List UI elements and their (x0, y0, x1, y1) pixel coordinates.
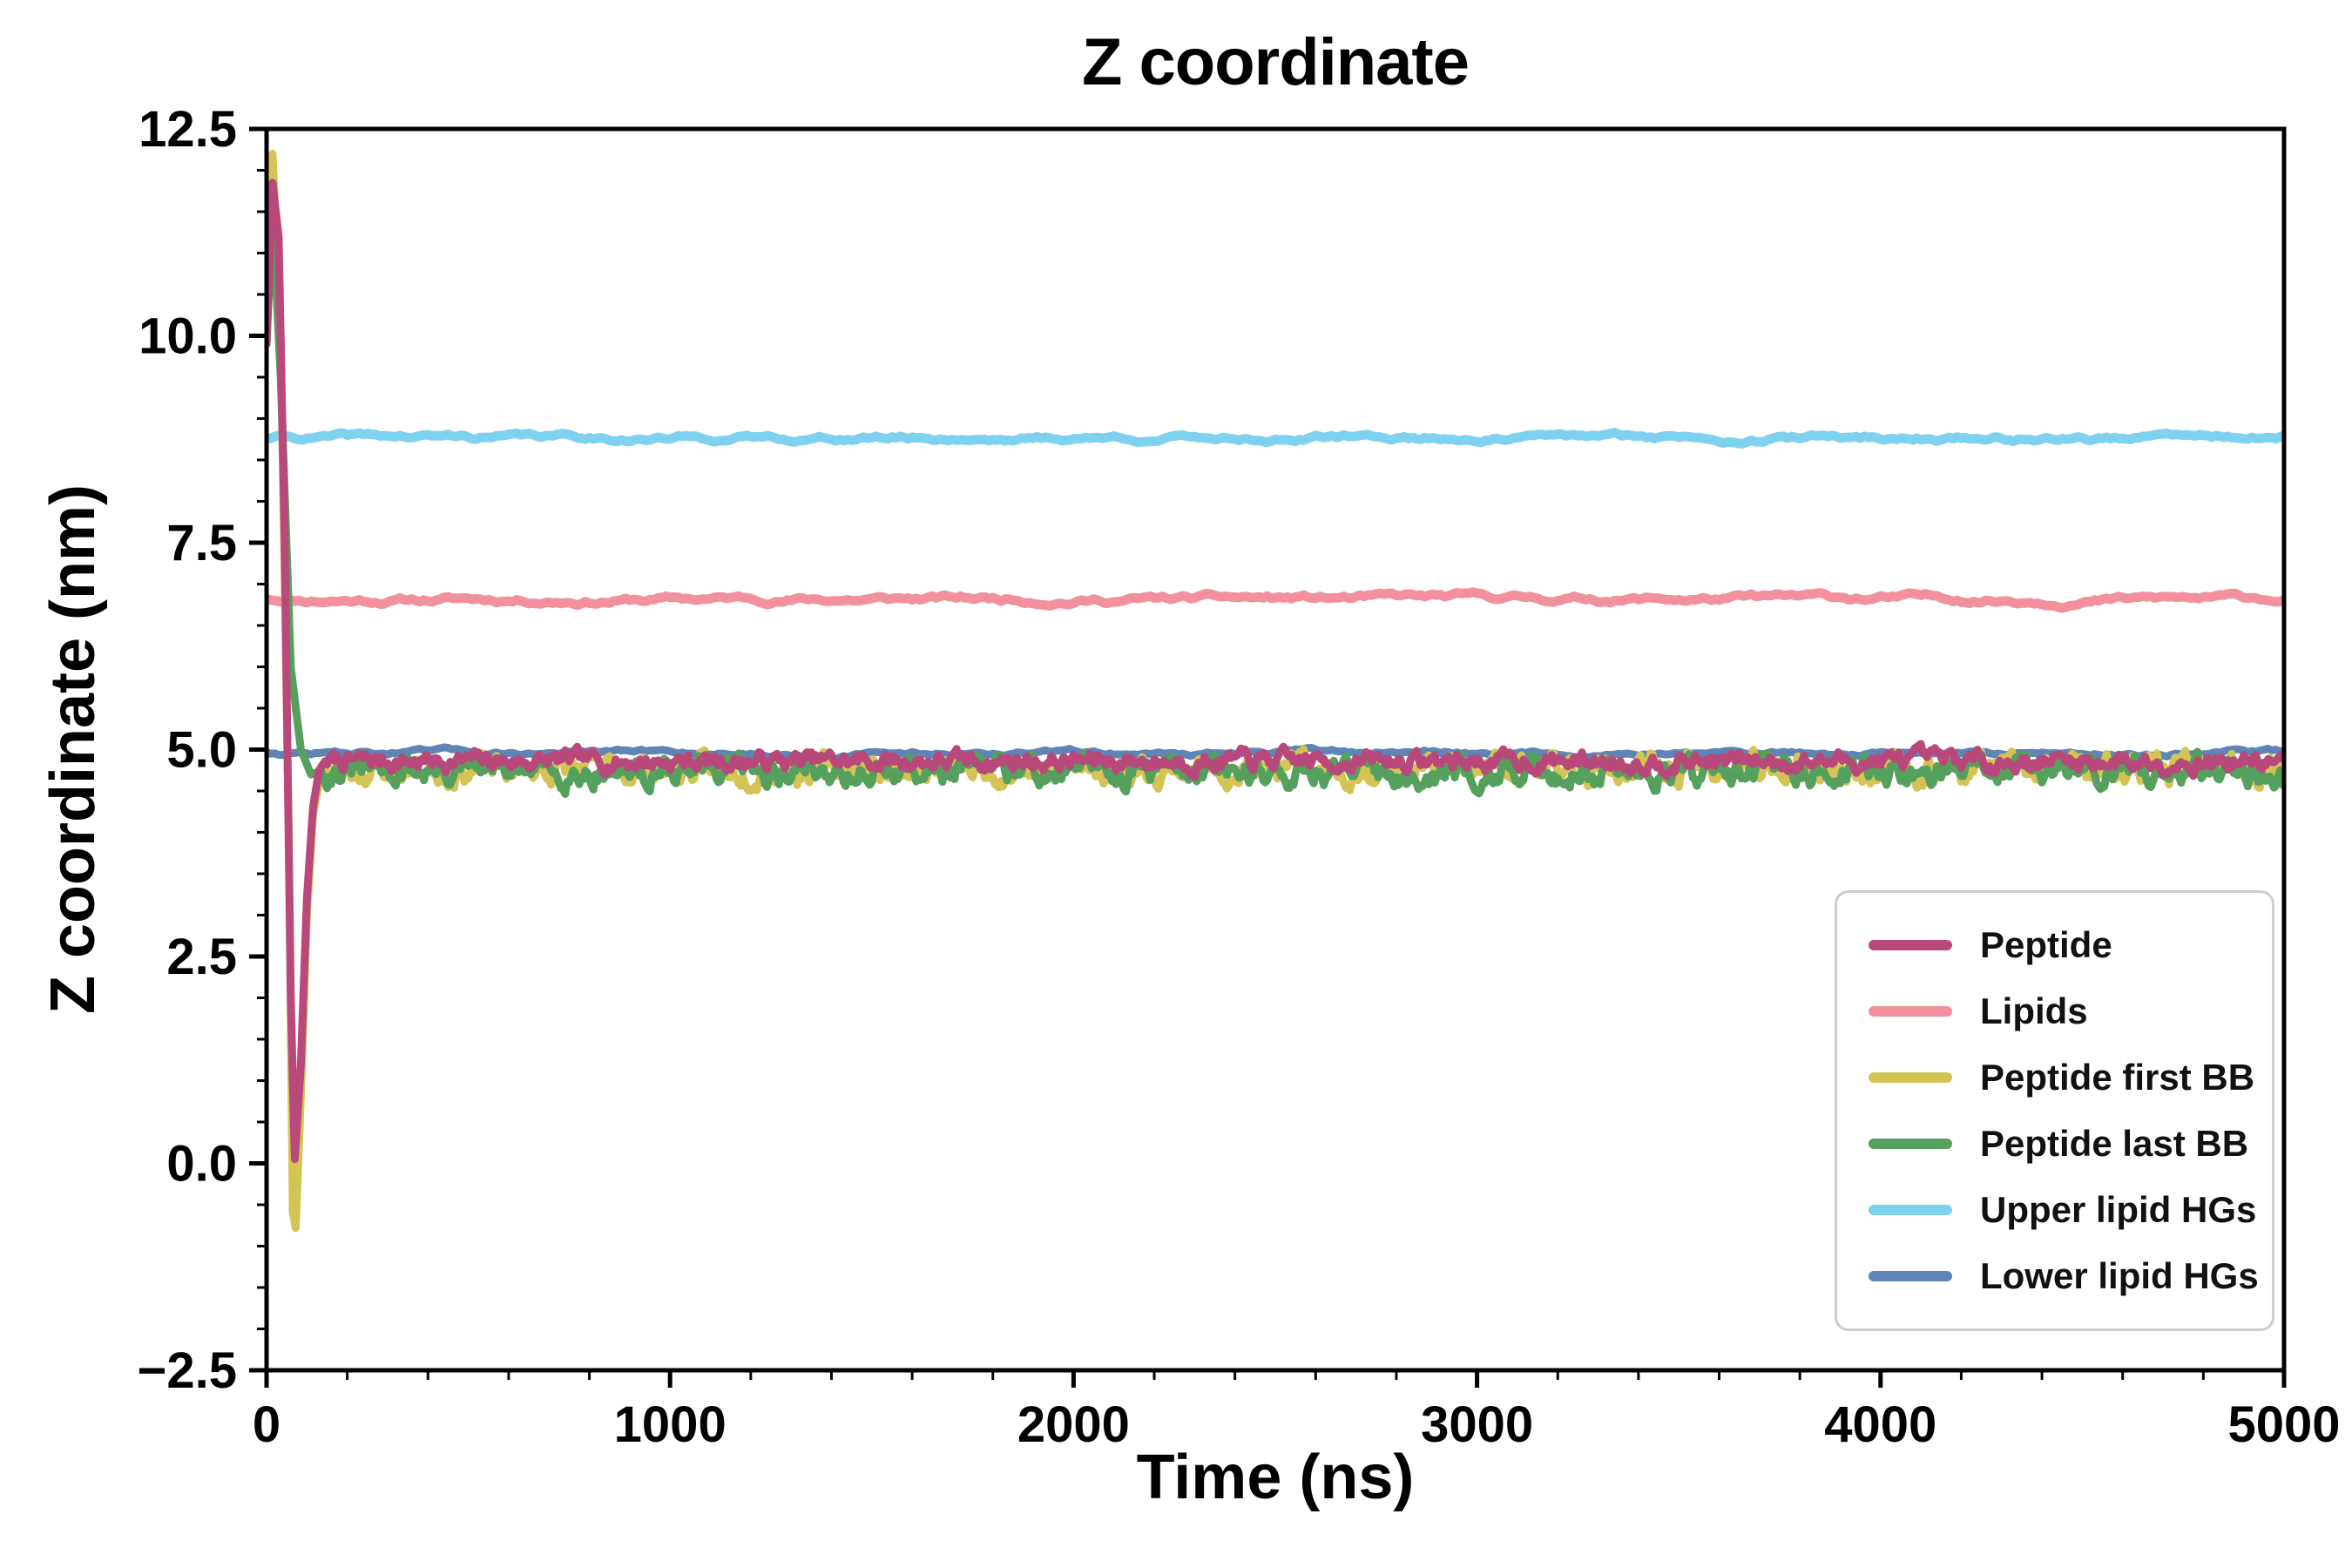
x-ticks: 0 1000 2000 3000 4000 5000 (253, 1370, 2341, 1453)
legend-item: Upper lipid HGs (1869, 1177, 2256, 1243)
x-tick-label: 5000 (2227, 1396, 2340, 1453)
axes-frame (264, 126, 2287, 1373)
series-line-peptide (267, 179, 2284, 1164)
y-axis-label: Z coordinate (nm) (38, 484, 108, 1014)
legend-item: Peptide last BB (1869, 1111, 2248, 1177)
legend-swatch (1869, 1271, 1952, 1281)
x-tick-label: 4000 (1824, 1396, 1936, 1453)
y-tick-label: 2.5 (166, 929, 237, 985)
legend-swatch (1869, 1205, 1952, 1215)
series-line-lipids (267, 587, 2284, 613)
legend-label: Peptide last BB (1980, 1123, 2249, 1164)
x-tick-label: 0 (253, 1396, 280, 1453)
x-tick-label: 1000 (614, 1396, 727, 1453)
legend-label: Upper lipid HGs (1980, 1189, 2257, 1230)
legend-swatch (1869, 1006, 1952, 1017)
series-line-peptide-last-bb (267, 207, 2284, 798)
legend-label: Lipids (1980, 990, 2088, 1031)
legend-label: Lower lipid HGs (1980, 1255, 2259, 1296)
legend-item: Peptide (1869, 912, 2240, 978)
y-tick-label: 10.0 (139, 308, 237, 365)
y-tick-label: −2.5 (138, 1342, 238, 1399)
legend-item: Peptide first BB (1869, 1044, 2254, 1111)
legend-label: Peptide (1980, 924, 2112, 965)
legend-swatch (1869, 1139, 1952, 1149)
x-tick-label: 3000 (1421, 1396, 1533, 1453)
y-tick-label: 0.0 (166, 1136, 237, 1193)
y-tick-label: 12.5 (139, 101, 237, 158)
series-group (267, 150, 2284, 1233)
legend: Peptide Lipids Peptide first BB Peptide las… (1835, 890, 2274, 1331)
legend-item: Lower lipid HGs (1869, 1243, 2259, 1309)
y-tick-label: 5.0 (166, 722, 237, 779)
y-tick-label: 7.5 (166, 515, 237, 571)
legend-swatch (1869, 940, 1952, 950)
y-ticks: −2.5 0.0 2.5 5.0 7.5 10.0 12.5 (138, 101, 267, 1399)
legend-label: Peptide first BB (1980, 1057, 2255, 1098)
chart-title: Z coordinate (1081, 25, 1470, 99)
legend-item: Lipids (1869, 978, 2240, 1044)
x-tick-label: 2000 (1017, 1396, 1130, 1453)
legend-swatch (1869, 1072, 1952, 1083)
series-line-upper-lipid-hgs (267, 428, 2284, 449)
x-axis-label: Time (ns) (1136, 1443, 1415, 1512)
